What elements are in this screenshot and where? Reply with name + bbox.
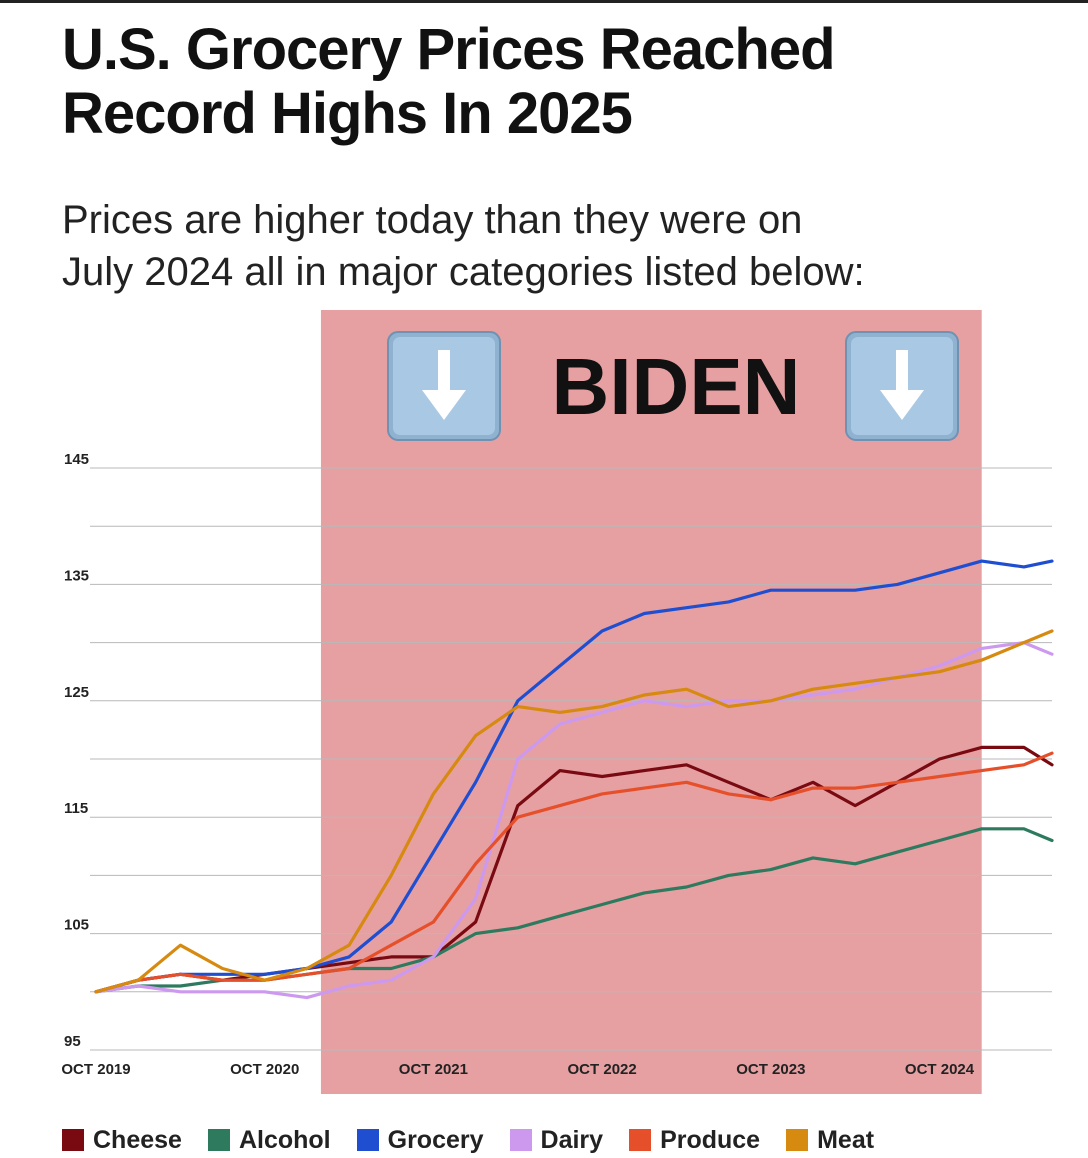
series-line-produce bbox=[94, 751, 1054, 994]
legend-label: Cheese bbox=[93, 1125, 182, 1154]
x-tick-label: OCT 2024 bbox=[905, 1061, 975, 1078]
y-tick-label: 145 bbox=[64, 451, 89, 468]
legend-item-cheese: Cheese bbox=[62, 1126, 182, 1155]
legend-swatch bbox=[786, 1129, 809, 1151]
down-arrow-icon bbox=[387, 331, 501, 441]
legend-swatch bbox=[629, 1129, 652, 1151]
legend-item-produce: Produce bbox=[629, 1126, 760, 1155]
legend-label: Alcohol bbox=[238, 1125, 331, 1154]
legend-item-meat: Meat bbox=[786, 1126, 874, 1155]
x-tick-label: OCT 2019 bbox=[61, 1061, 130, 1078]
x-tick-label: OCT 2020 bbox=[230, 1061, 299, 1078]
x-tick-label: OCT 2022 bbox=[568, 1061, 637, 1078]
series-line-meat bbox=[94, 629, 1054, 994]
down-arrow-icon bbox=[845, 331, 959, 441]
line-chart: BIDEN 95 105 115 125 135 145 OCT 2019 OCT 2020… bbox=[61, 310, 1054, 1094]
legend-label: Dairy bbox=[540, 1125, 604, 1154]
y-axis-ticks: 95 105 115 125 135 145 bbox=[64, 451, 89, 1050]
legend-label: Meat bbox=[817, 1125, 875, 1154]
y-tick-label: 125 bbox=[64, 684, 89, 701]
x-tick-label: OCT 2021 bbox=[399, 1061, 468, 1078]
chart-subtitle: Prices are higher today than they were o… bbox=[62, 194, 1062, 298]
title-line-2: Record Highs In 2025 bbox=[62, 81, 633, 146]
legend-label: Grocery bbox=[387, 1125, 484, 1154]
y-tick-label: 135 bbox=[64, 567, 89, 584]
legend-item-alcohol: Alcohol bbox=[207, 1125, 331, 1155]
series-lines bbox=[94, 559, 1054, 1000]
legend-swatch bbox=[509, 1129, 532, 1151]
legend-swatch bbox=[356, 1129, 379, 1151]
legend-swatch bbox=[62, 1129, 84, 1151]
legend: Cheese Alcohol Grocery Dairy Produce Meat bbox=[62, 1122, 900, 1158]
subtitle-line-2: July 2024 all in major categories listed… bbox=[62, 250, 865, 294]
x-axis-ticks: OCT 2019 OCT 2020 OCT 2021 OCT 2022 OCT 2023… bbox=[61, 1061, 974, 1078]
biden-banner: BIDEN bbox=[387, 331, 959, 441]
title-line-1: U.S. Grocery Prices Reached bbox=[62, 17, 836, 82]
series-line-grocery bbox=[94, 559, 1054, 994]
chart-title: U.S. Grocery Prices Reached Record Highs… bbox=[62, 18, 1062, 146]
y-tick-label: 115 bbox=[64, 800, 88, 817]
legend-item-grocery: Grocery bbox=[356, 1125, 484, 1155]
x-tick-label: OCT 2023 bbox=[736, 1061, 805, 1078]
legend-label: Produce bbox=[660, 1125, 761, 1154]
legend-item-dairy: Dairy bbox=[509, 1125, 604, 1155]
top-rule bbox=[0, 0, 1088, 3]
legend-swatch bbox=[207, 1129, 230, 1151]
biden-label: BIDEN bbox=[552, 342, 801, 431]
subtitle-line-1: Prices are higher today than they were o… bbox=[62, 198, 803, 242]
y-tick-label: 105 bbox=[64, 917, 89, 934]
y-tick-label: 95 bbox=[64, 1033, 81, 1050]
